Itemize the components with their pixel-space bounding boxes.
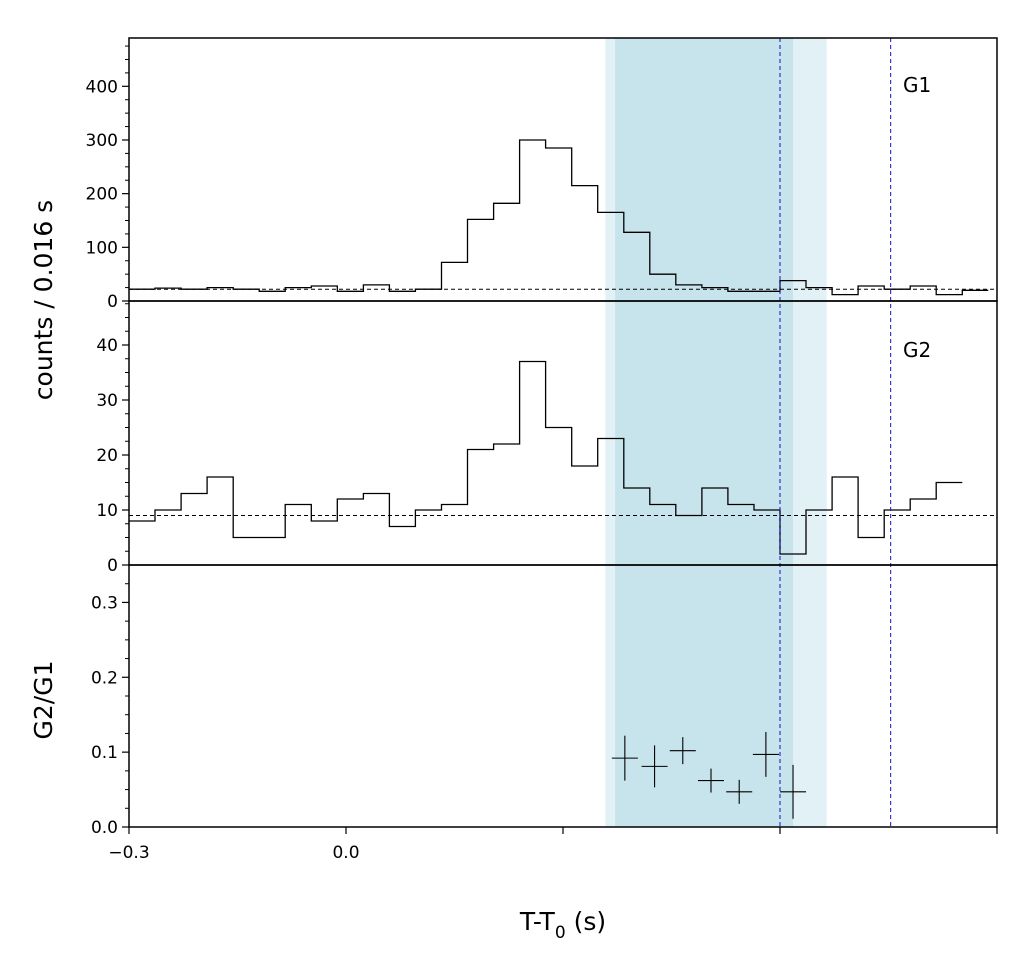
- y-tick-label: 0: [107, 292, 118, 312]
- y-tick-label: 200: [86, 185, 118, 205]
- y-tick-label: 0.1: [91, 743, 118, 763]
- panel-label-g1: G1: [903, 73, 931, 97]
- ratio-point: [641, 745, 668, 788]
- x-tick-label: −0.3: [108, 843, 149, 863]
- panel-label-g2: G2: [903, 338, 931, 362]
- y-tick-label: 100: [86, 238, 118, 258]
- y-tick-label: 20: [96, 446, 118, 466]
- x-axis-title: T-T0 (s): [519, 907, 606, 943]
- ratio-point: [726, 779, 753, 804]
- y-axis-title-counts: counts / 0.016 s: [29, 200, 58, 400]
- y-tick-label: 40: [96, 336, 118, 356]
- ratio-point: [611, 735, 638, 781]
- x-axis-title-subscript: 0: [555, 923, 566, 943]
- y-tick-label: 0.2: [91, 668, 118, 688]
- x-tick-label: 0.0: [332, 843, 359, 863]
- panel-frame-0: [128, 37, 998, 302]
- y-tick-label: 400: [86, 77, 118, 97]
- panel-frame-2: [128, 564, 998, 828]
- y-tick-label: 0.3: [91, 593, 118, 613]
- y-axis-title-ratio: G2/G1: [29, 661, 58, 740]
- labels-layer: G1 G2 counts / 0.016 s G2/G1 T-T0 (s): [29, 73, 931, 943]
- y-tick-label: 10: [96, 501, 118, 521]
- x-axis-title-main: T-T: [519, 907, 556, 936]
- panel-frame-1: [128, 300, 998, 566]
- shaded-region-1: [615, 38, 794, 827]
- y-tick-label: 30: [96, 391, 118, 411]
- y-tick-label: 300: [86, 131, 118, 151]
- histogram-g2: [129, 360, 963, 555]
- ratio-point: [697, 768, 725, 793]
- ratio-point: [752, 731, 779, 777]
- y-tick-label: 0: [107, 556, 118, 576]
- ratio-point: [780, 764, 807, 819]
- axes-layer: 0 100 200 300 400 0 10 20 30 40 0.0 0.1 0.2 0.3 −0.3 0.…: [86, 37, 998, 863]
- x-axis-title-unit: (s): [566, 907, 606, 936]
- y-tick-label: 0.0: [91, 818, 118, 838]
- histogram-g1: [129, 139, 989, 296]
- shaded-regions: [605, 38, 827, 827]
- data-layer: [129, 38, 997, 827]
- ratio-point: [669, 737, 696, 765]
